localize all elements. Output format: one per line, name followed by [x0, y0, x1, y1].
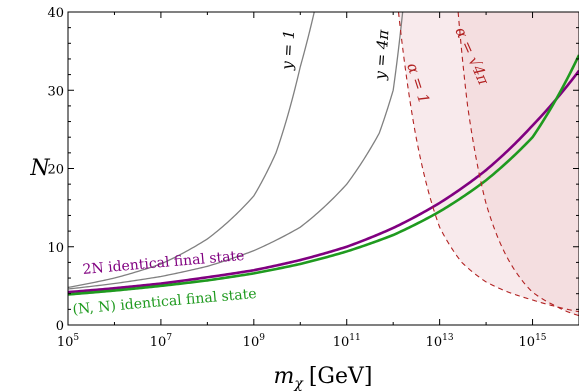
x-tick-label: 107: [150, 333, 173, 350]
series-line-5: [397, 12, 579, 313]
y-tick-labels: 0 10 20 30 40: [47, 6, 64, 334]
annotation-y-equals-1: y = 1: [278, 29, 298, 71]
y-axis-title: N: [29, 156, 50, 181]
y-tick-label: 20: [47, 163, 64, 178]
series-line-1: [68, 12, 315, 289]
x-tick-label: 1013: [426, 333, 454, 350]
series-line-2: [68, 12, 404, 290]
x-tick-label: 109: [243, 333, 266, 350]
series-line-4: [68, 54, 579, 296]
series-line-6: [457, 12, 579, 317]
y-tick-label: 10: [47, 241, 64, 256]
x-tick-label: 1015: [519, 333, 547, 350]
series-line-3: [68, 69, 579, 294]
series-curves: [68, 12, 579, 317]
shaded-region-2: [458, 12, 579, 325]
x-tick-label: 1011: [333, 333, 361, 350]
x-tick-label: 105: [57, 333, 80, 350]
y-tick-label: 30: [47, 84, 64, 99]
x-tick-labels: 105 107 109 1011 1013 1015: [57, 333, 547, 350]
annotation-y-equals-4pi: y = 4π: [371, 28, 393, 81]
y-tick-label: 0: [56, 319, 64, 334]
x-axis-title: mχ [GeV]: [273, 364, 372, 392]
label-2n-identical-final-state: 2N identical final state: [82, 248, 245, 278]
y-tick-label: 40: [47, 6, 64, 21]
